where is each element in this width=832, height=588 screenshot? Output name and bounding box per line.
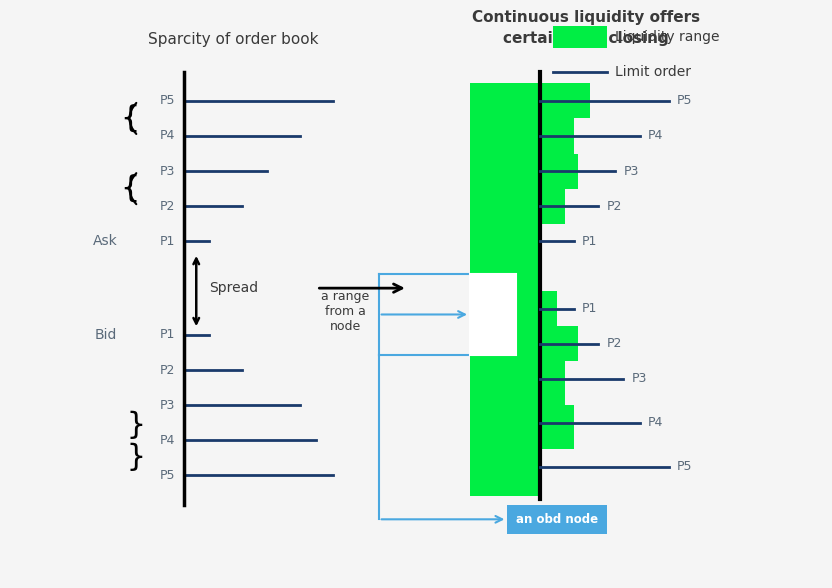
Text: {: { (121, 408, 140, 437)
Bar (540, 153, 577, 189)
Text: P2: P2 (607, 338, 622, 350)
Text: P3: P3 (631, 372, 647, 385)
Text: P2: P2 (160, 363, 176, 376)
Bar (470, 83, 540, 273)
Text: Sparcity of order book: Sparcity of order book (148, 32, 319, 47)
Bar (508, 505, 607, 534)
Bar (470, 273, 516, 356)
Text: P4: P4 (160, 129, 176, 142)
Text: P1: P1 (160, 329, 176, 342)
Text: {: { (121, 104, 140, 133)
Bar (552, 26, 607, 48)
Text: {: { (121, 440, 140, 469)
Text: an obd node: an obd node (516, 513, 598, 526)
Text: P5: P5 (677, 460, 693, 473)
Text: P2: P2 (607, 200, 622, 213)
Text: Bid: Bid (95, 328, 117, 342)
Text: Continuous liquidity offers
certainty of closing: Continuous liquidity offers certainty of… (472, 10, 700, 46)
Bar (540, 291, 557, 326)
Bar (540, 189, 565, 224)
Text: P4: P4 (648, 416, 664, 429)
Text: P5: P5 (677, 95, 693, 108)
Bar (540, 83, 590, 118)
Text: Liquidity range: Liquidity range (615, 29, 720, 44)
Bar (540, 405, 573, 449)
Text: P1: P1 (582, 302, 597, 315)
Text: P1: P1 (160, 235, 176, 248)
Bar (470, 273, 540, 496)
Bar (540, 118, 573, 153)
Text: P2: P2 (160, 200, 176, 213)
Text: P5: P5 (160, 95, 176, 108)
Text: P4: P4 (648, 129, 664, 142)
Text: Spread: Spread (209, 281, 258, 295)
Text: P3: P3 (623, 165, 639, 178)
Bar (540, 361, 565, 405)
Text: P3: P3 (160, 399, 176, 412)
Text: Limit order: Limit order (615, 65, 691, 79)
Text: Ask: Ask (92, 235, 117, 248)
Text: {: { (121, 174, 140, 203)
Text: P4: P4 (160, 434, 176, 447)
Text: P3: P3 (160, 165, 176, 178)
Text: a range
from a
node: a range from a node (321, 290, 369, 333)
Text: P1: P1 (582, 235, 597, 248)
Text: P5: P5 (160, 469, 176, 482)
Bar (540, 326, 577, 361)
